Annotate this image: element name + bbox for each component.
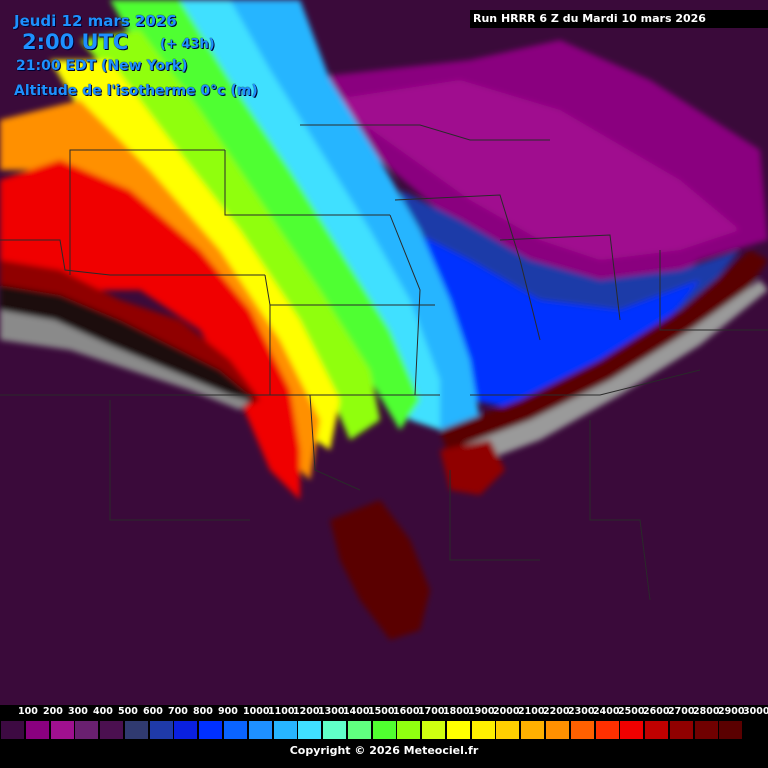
legend-swatch [0, 720, 25, 740]
field-west-dark-edge [0, 285, 255, 402]
legend-swatch [396, 720, 422, 740]
border-line [470, 369, 701, 396]
border-line [109, 400, 250, 521]
forecast-date: Jeudi 12 mars 2026 [14, 12, 177, 30]
legend-label: 700 [168, 706, 188, 717]
legend-label: 1900 [468, 706, 495, 717]
legend-swatch [470, 720, 496, 740]
legend-label: 1200 [293, 706, 320, 717]
legend-label: 2500 [618, 706, 645, 717]
border-line [589, 420, 651, 601]
field-gray-mask-strip [450, 280, 768, 470]
legend-swatch [371, 720, 397, 740]
field-royal-blue-region [410, 230, 700, 410]
legend-swatch [74, 720, 100, 740]
legend-swatch [644, 720, 670, 740]
border-line [659, 250, 768, 331]
forecast-lead-time: (+ 43h) [160, 37, 215, 52]
legend-label: 400 [93, 706, 113, 717]
run-label: Run HRRR 6 Z du Mardi 10 mars 2026 [470, 10, 768, 28]
state-borders [0, 124, 768, 601]
legend-label: 600 [143, 706, 163, 717]
legend-swatch [297, 720, 323, 740]
border-line [449, 470, 540, 561]
legend-swatch [718, 720, 744, 740]
border-line [0, 239, 265, 276]
legend-bar [0, 720, 768, 740]
copyright-text: Copyright © 2026 Meteociel.fr [289, 744, 479, 757]
border-line [394, 194, 541, 341]
legend-label: 900 [218, 706, 238, 717]
legend-label: 1400 [343, 706, 370, 717]
legend-label: 100 [18, 706, 38, 717]
border-line [499, 234, 621, 321]
legend-label: 2100 [518, 706, 545, 717]
legend-swatch [198, 720, 224, 740]
legend-swatch [24, 720, 50, 740]
forecast-parameter: Altitude de l'isotherme 0°c (m) [14, 83, 258, 99]
field-purple-region [330, 80, 740, 260]
border-line [69, 149, 225, 275]
legend-label: 1800 [443, 706, 470, 717]
legend-swatch [346, 720, 372, 740]
legend-label: 1300 [318, 706, 345, 717]
field-south-patch-2 [440, 440, 505, 495]
legend-swatch [222, 720, 248, 740]
legend-swatch [445, 720, 471, 740]
legend-swatch [743, 720, 768, 740]
legend-label: 1000 [243, 706, 270, 717]
legend-swatch [594, 720, 620, 740]
forecast-utc-time: 2:00 UTC [22, 30, 129, 54]
border-line [309, 394, 361, 491]
freezing-level-field [0, 0, 768, 640]
legend-label: 2600 [643, 706, 670, 717]
legend-swatch [619, 720, 645, 740]
forecast-local-time: 21:00 EDT (New York) [16, 58, 188, 74]
legend-swatch [421, 720, 447, 740]
legend-swatch [272, 720, 298, 740]
legend-swatch [495, 720, 521, 740]
legend-swatch [148, 720, 174, 740]
legend-label: 2300 [568, 706, 595, 717]
legend-swatch [569, 720, 595, 740]
border-line [300, 124, 550, 141]
legend-swatch [49, 720, 75, 740]
legend-swatch [520, 720, 546, 740]
legend-swatch [693, 720, 719, 740]
legend-label: 2400 [593, 706, 620, 717]
legend-label: 800 [193, 706, 213, 717]
legend-label: 1700 [418, 706, 445, 717]
legend-label: 2000 [493, 706, 520, 717]
border-line [389, 214, 421, 396]
freezing-level-map [0, 0, 768, 705]
border-line [224, 150, 390, 216]
legend-label: 2900 [718, 706, 745, 717]
legend-swatch [322, 720, 348, 740]
legend-swatch [247, 720, 273, 740]
legend-swatch [123, 720, 149, 740]
legend-swatch [99, 720, 125, 740]
field-red-region [0, 160, 300, 500]
legend-label: 500 [118, 706, 138, 717]
legend-label: 2700 [668, 706, 695, 717]
legend-label: 300 [68, 706, 88, 717]
legend-label: 2800 [693, 706, 720, 717]
legend-label: 3000 [743, 706, 768, 717]
legend-label: 200 [43, 706, 63, 717]
legend-labels: 100 200 300 400 500 600 700 800 900 1000 1100 1200 1… [0, 705, 768, 719]
legend-label: 1100 [268, 706, 295, 717]
field-south-patch-1 [330, 500, 430, 640]
legend-label: 2200 [543, 706, 570, 717]
legend-swatch [545, 720, 571, 740]
legend-label: 1500 [368, 706, 395, 717]
field-maroon-strip [440, 250, 768, 460]
legend-label: 1600 [393, 706, 420, 717]
legend-swatch [173, 720, 199, 740]
legend-swatch [668, 720, 694, 740]
